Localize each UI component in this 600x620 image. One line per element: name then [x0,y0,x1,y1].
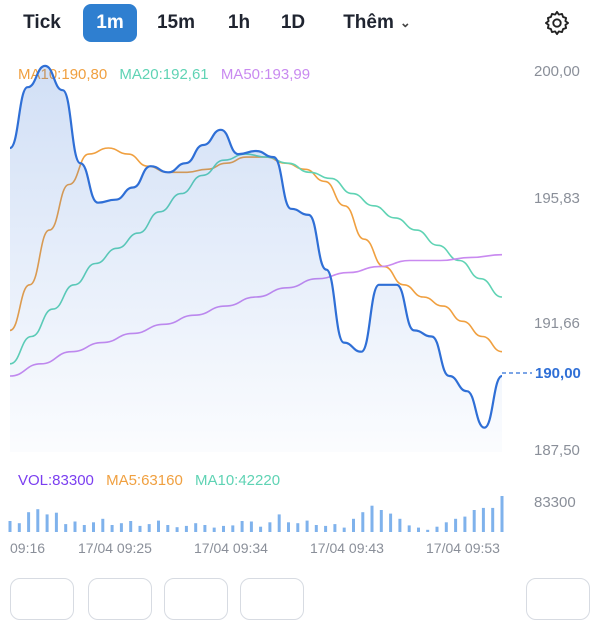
volume-bar [426,529,430,532]
volume-bar [129,521,133,532]
volume-bar [398,518,402,532]
volume-bar [194,523,198,532]
y-axis-label: 195,83 [534,190,580,207]
volume-bar [203,525,207,532]
volume-bar [287,522,290,532]
volume-bar [175,527,179,532]
volume-bar [110,525,114,532]
volume-bar [361,512,365,532]
volume-bar [389,513,393,532]
price-line [8,64,503,429]
volume-bar [184,525,188,532]
x-axis-label: 17/04 09:43 [310,540,384,556]
volume-bar [54,512,58,532]
volume-bar [8,521,12,532]
volume-bar [101,518,105,532]
tab-1h[interactable]: 1h [227,12,251,33]
volume-bar [45,514,49,532]
y-axis-label: 200,00 [534,63,580,80]
x-axis-label: 17/04 09:25 [78,540,152,556]
volume-bar [147,524,151,532]
tab-1m[interactable]: 1m [83,4,137,42]
volume-bar [296,523,300,532]
tab-1d[interactable]: 1D [280,12,306,33]
volume-bar [379,510,383,532]
tab-15m[interactable]: 15m [156,12,196,33]
volume-bar [240,521,244,532]
volume-bar [407,525,411,532]
fullscreen-button[interactable] [526,578,590,620]
x-axis-label: 17/04 09:53 [426,540,500,556]
volume-bar [36,509,40,532]
vol-value: VOL:83300 [18,472,94,489]
volume-bar [491,507,495,532]
vol-ma10-value: MA10:42220 [194,472,281,489]
volume-bar [64,524,68,532]
volume-bar [92,522,95,532]
volume-bar [314,525,318,532]
volume-bar [212,527,216,532]
volume-bar [27,512,31,532]
volume-bar [222,525,225,532]
volume-bar [277,514,281,532]
volume-legend: VOL:83300 MA5:63160 MA10:42220 [18,472,288,489]
toolbar-button[interactable] [240,578,304,620]
volume-bar [17,523,21,532]
vol-ma5-value: MA5:63160 [106,472,183,489]
x-axis-label: 09:16 [10,540,46,556]
ma50-value: MA50:193,99 [220,66,311,83]
volume-bar [82,525,86,532]
volume-bar [463,516,467,532]
volume-bar [231,525,235,532]
tab-more[interactable]: Thêm ⌄ [335,4,419,42]
volume-bar [249,521,253,532]
toolbar-button[interactable] [10,578,74,620]
volume-bar [352,518,355,532]
volume-bar [370,505,374,532]
volume-bar [268,522,272,532]
tab-more-label: Thêm [343,12,394,34]
volume-bar [500,496,504,532]
price-area [10,65,502,453]
volume-bar [454,518,458,532]
ma20-value: MA20:192,61 [119,66,209,83]
y-axis-label: 191,66 [534,315,580,332]
volume-max-label: 83300 [534,494,576,511]
volume-bar [417,527,420,532]
volume-bar [305,520,309,532]
gear-icon[interactable] [543,9,571,37]
volume-bar [157,520,160,532]
toolbar-button[interactable] [88,578,152,620]
price-chart[interactable] [0,0,600,600]
volume-bar [138,525,142,532]
volume-bar [435,526,439,532]
volume-bar [119,523,123,532]
volume-bar [166,525,170,532]
volume-bar [472,510,476,532]
volume-bar [333,524,337,532]
y-axis-label: 187,50 [534,442,580,459]
volume-bar [73,521,77,532]
tab-tick[interactable]: Tick [23,12,61,33]
volume-bar [481,507,485,532]
current-price-label: 190,00 [535,365,581,382]
volume-bar [259,526,263,532]
volume-bar [444,522,448,532]
toolbar-button[interactable] [164,578,228,620]
volume-bar [324,525,328,532]
x-axis-label: 17/04 09:34 [194,540,268,556]
volume-bar [342,527,346,532]
timeframe-tabs: Tick 1m 15m 1h 1D Thêm ⌄ [0,0,600,46]
chevron-down-icon: ⌄ [399,15,411,30]
